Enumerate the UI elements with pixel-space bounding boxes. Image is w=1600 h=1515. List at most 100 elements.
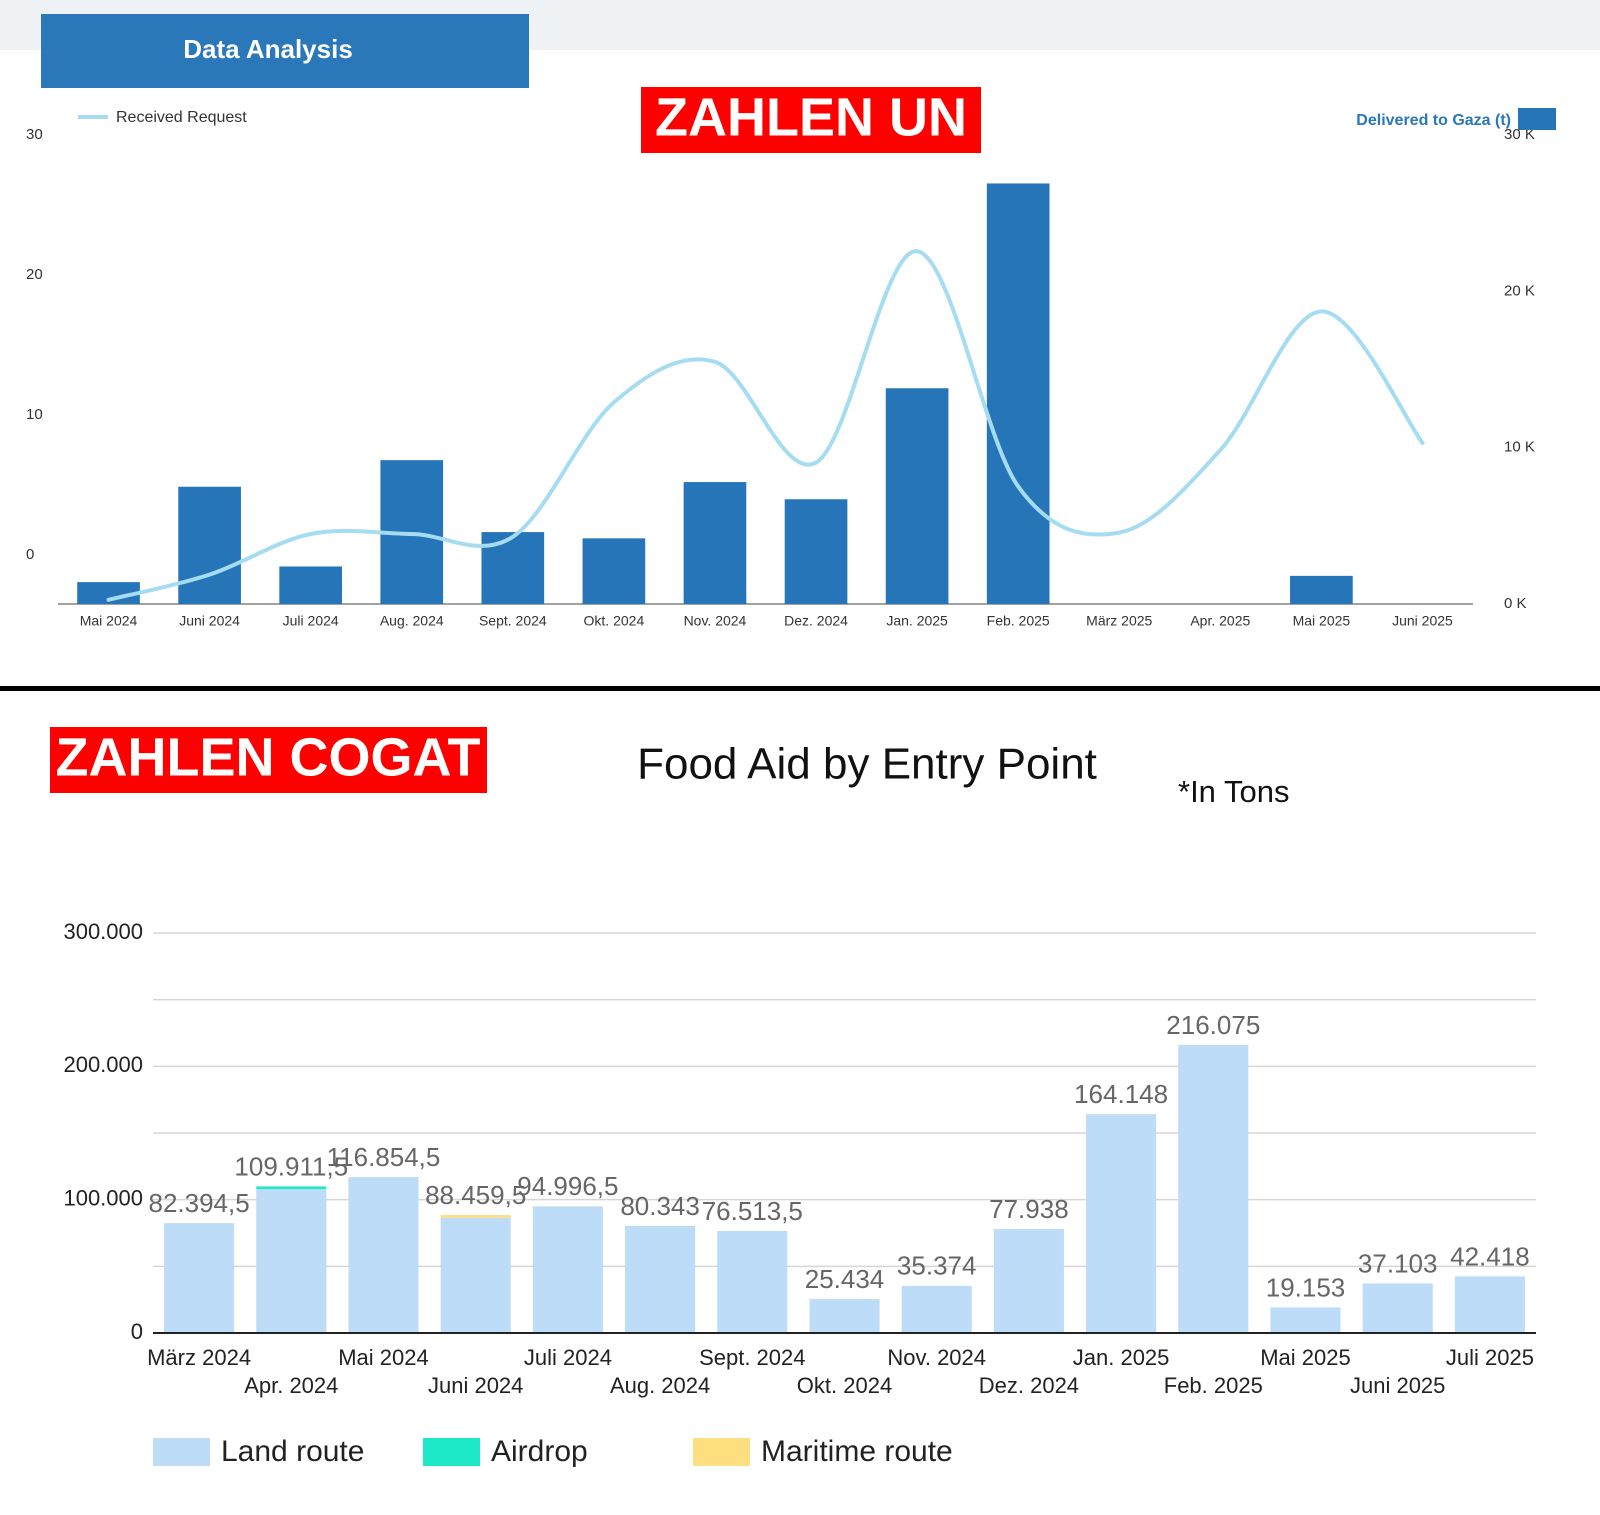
total-label: 35.374 <box>897 1251 977 1281</box>
header-button-label[interactable]: Data Analysis <box>183 34 353 64</box>
x-tick-label: Juni 2025 <box>1392 613 1453 629</box>
bar-segment <box>1178 1044 1249 1333</box>
y-tick-label: 0 <box>26 546 34 563</box>
total-label: 76.513,5 <box>702 1196 803 1226</box>
x-tick-label: Nov. 2024 <box>887 1345 986 1370</box>
chart-note: *In Tons <box>1178 774 1289 809</box>
x-tick-label: Aug. 2024 <box>380 613 444 629</box>
bar <box>784 499 848 604</box>
total-label: 19.153 <box>1266 1272 1346 1302</box>
total-label: 216.075 <box>1166 1010 1260 1040</box>
x-tick-label: Juni 2024 <box>428 1373 523 1398</box>
total-label: 82.394,5 <box>148 1188 249 1218</box>
tag: ZAHLEN COGAT <box>56 727 481 787</box>
x-tick-label: Mai 2024 <box>80 613 138 629</box>
line <box>106 249 1425 602</box>
bar-segment <box>256 1189 327 1333</box>
x-tick-label: Aug. 2024 <box>610 1373 710 1398</box>
x-tick-label: Okt. 2024 <box>584 613 645 629</box>
y-tick-label: 100.000 <box>63 1185 143 1210</box>
legend-swatch <box>693 1438 750 1466</box>
bar-segment <box>1454 1276 1525 1333</box>
x-tick-label: Apr. 2024 <box>244 1373 338 1398</box>
legend-swatch <box>423 1438 480 1466</box>
y-tick-label: 10 <box>26 406 43 423</box>
tag-box <box>50 727 487 793</box>
y2-tick-label: 10 K <box>1504 439 1535 456</box>
x-tick-label: März 2024 <box>147 1345 251 1370</box>
y-tick-label: 0 <box>131 1319 143 1344</box>
bar <box>481 532 545 604</box>
total-label: 77.938 <box>989 1194 1069 1224</box>
x-tick-label: Dez. 2024 <box>784 613 848 629</box>
y-tick-label: 200.000 <box>63 1052 143 1077</box>
y2-tick-label: 30 K <box>1504 126 1535 143</box>
bar-segment <box>256 1186 327 1190</box>
legend-label: Airdrop <box>491 1435 588 1468</box>
bar <box>1290 575 1353 604</box>
bar-segment <box>809 1299 880 1333</box>
x-tick-label: Juni 2025 <box>1350 1373 1445 1398</box>
bar-segment <box>1362 1283 1433 1333</box>
bar-segment <box>440 1217 511 1333</box>
total-label: 109.911,5 <box>234 1151 348 1181</box>
legend-label: Received Request <box>116 109 247 126</box>
bar <box>683 482 747 604</box>
bar-segment <box>1086 1114 1157 1333</box>
total-label: 42.418 <box>1450 1241 1530 1271</box>
total-label: 116.854,5 <box>327 1142 441 1172</box>
bar-segment <box>532 1206 603 1333</box>
x-tick-label: Jan. 2025 <box>1073 1345 1170 1370</box>
bar-segment <box>1270 1307 1341 1333</box>
legend-swatch <box>1518 108 1556 130</box>
bar <box>885 388 949 604</box>
x-tick-label: Okt. 2024 <box>797 1373 892 1398</box>
x-tick-label: Mai 2025 <box>1293 613 1351 629</box>
legend-swatch <box>153 1438 210 1466</box>
bar-segment <box>440 1215 511 1218</box>
total-label: 94.996,5 <box>517 1171 618 1201</box>
total-label: 164.148 <box>1074 1079 1168 1109</box>
bar-segment <box>901 1285 972 1333</box>
bar <box>582 538 646 604</box>
x-tick-label: Juli 2024 <box>524 1345 612 1370</box>
x-tick-label: Dez. 2024 <box>979 1373 1079 1398</box>
legend-label: Maritime route <box>761 1435 953 1468</box>
bar-segment <box>993 1229 1064 1333</box>
x-tick-label: März 2025 <box>1086 613 1152 629</box>
x-tick-label: Juli 2024 <box>283 613 339 629</box>
bar-segment <box>348 1177 419 1333</box>
legend-label: Land route <box>221 1435 364 1468</box>
bar <box>77 582 140 604</box>
x-tick-label: Feb. 2025 <box>987 613 1050 629</box>
bar-segment <box>625 1225 696 1333</box>
x-tick-label: Juli 2025 <box>1446 1345 1534 1370</box>
separator <box>0 686 1600 691</box>
x-tick-label: Mai 2025 <box>1260 1345 1351 1370</box>
total-label: 25.434 <box>805 1264 885 1294</box>
x-tick-label: Apr. 2025 <box>1190 613 1250 629</box>
y-tick-label: 30 <box>26 126 43 143</box>
x-tick-label: Nov. 2024 <box>684 613 747 629</box>
tag-box <box>641 87 981 153</box>
bar <box>986 183 1050 605</box>
bar <box>279 566 343 604</box>
bar <box>178 486 241 604</box>
x-tick-label: Juni 2024 <box>179 613 240 629</box>
y2-tick-label: 20 K <box>1504 282 1535 299</box>
y2-tick-label: 0 K <box>1504 595 1527 612</box>
y-tick-label: 300.000 <box>63 919 143 944</box>
header-button[interactable] <box>41 14 529 88</box>
total-label: 88.459,5 <box>425 1180 526 1210</box>
total-label: 37.103 <box>1358 1248 1438 1278</box>
legend-label: Delivered to Gaza (t) <box>1356 112 1511 129</box>
x-tick-label: Jan. 2025 <box>886 613 948 629</box>
tag: ZAHLEN UN <box>655 87 967 147</box>
x-tick-label: Sept. 2024 <box>479 613 547 629</box>
bar-segment <box>164 1223 235 1333</box>
x-tick-label: Sept. 2024 <box>699 1345 805 1370</box>
bar-segment <box>717 1230 788 1333</box>
x-tick-label: Feb. 2025 <box>1164 1373 1263 1398</box>
chart-title: Food Aid by Entry Point <box>637 740 1097 789</box>
